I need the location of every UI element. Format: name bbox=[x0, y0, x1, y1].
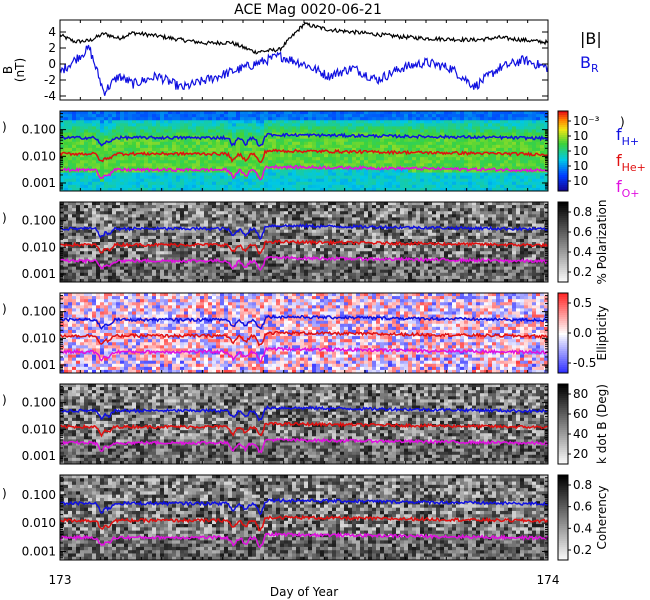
legend-f-o: fO+ bbox=[616, 177, 640, 200]
ytick-ellipticity: 0.001 bbox=[22, 358, 56, 372]
ytick-coherency: 0.100 bbox=[22, 488, 56, 502]
ytick-coherency: 0.001 bbox=[22, 544, 56, 558]
b-field-ytick: 2 bbox=[48, 41, 56, 55]
b-field-ytick: -4 bbox=[44, 89, 56, 103]
colorbar-tick: 10 bbox=[573, 174, 588, 188]
panel-k-dot-b: 0.100 0.010 0.001) 80 60 40 20 k dot B (Deg) bbox=[2, 384, 609, 465]
colorbar-title-k-dot-b: k dot B (Deg) bbox=[595, 384, 609, 464]
colorbar-k-dot-b: 80 60 40 20 k dot B (Deg) bbox=[558, 384, 609, 465]
colorbar-tick: 10 bbox=[573, 159, 588, 173]
legend-f-he: fHe+ bbox=[616, 151, 646, 174]
colorbar-tick: 0.4 bbox=[573, 521, 592, 535]
x-axis-label: Day of Year bbox=[270, 585, 338, 599]
panel-polarization: 0.100 0.010 0.001) 0.8 0.6 0.4 0.2% Polarizati… bbox=[2, 200, 609, 285]
x-tick-173: 173 bbox=[49, 573, 72, 587]
legend-frequency-curves: fH+ fHe+ fO+ ) bbox=[616, 115, 646, 200]
ytick-k-dot-b: 0.010 bbox=[22, 422, 56, 436]
ytick-k-dot-b: 0.001 bbox=[22, 449, 56, 463]
colorbar-tick: 0.2 bbox=[573, 543, 592, 557]
b-field-ylabel-unit: (nT) bbox=[13, 58, 27, 82]
ylabel-fragment: ) bbox=[2, 211, 7, 225]
legend-b-total: |B| bbox=[580, 29, 602, 48]
colorbar-tick: 0.5 bbox=[573, 296, 592, 310]
ylabel-fragment: ) bbox=[2, 393, 7, 407]
colorbar-tick: 60 bbox=[573, 407, 588, 421]
ytick-polarization: 0.010 bbox=[22, 240, 56, 254]
ylabel-fragment: ) bbox=[2, 120, 7, 134]
ylabel-fragment: ) bbox=[2, 302, 7, 316]
colorbar-tick: 40 bbox=[573, 427, 588, 441]
ytick-polarization: 0.001 bbox=[22, 267, 56, 281]
colorbar-polarization: 0.8 0.6 0.4 0.2% Polarization bbox=[558, 200, 609, 285]
ytick-ellipticity: 0.010 bbox=[22, 331, 56, 345]
b-field-ytick: -2 bbox=[44, 73, 56, 87]
ytick-psd: 0.001 bbox=[22, 176, 56, 190]
colorbar-tick: 0.8 bbox=[573, 205, 592, 219]
ytick-ellipticity: 0.100 bbox=[22, 305, 56, 319]
colorbar-tick: -0.5 bbox=[573, 356, 596, 370]
ytick-psd: 0.100 bbox=[22, 123, 56, 137]
colorbar-title-polarization: % Polarization bbox=[595, 200, 609, 285]
colorbar-tick: 10 bbox=[573, 144, 588, 158]
colorbar-title-coherency: Coherency bbox=[595, 485, 609, 549]
b-field-ytick: 4 bbox=[48, 25, 56, 39]
ytick-psd: 0.010 bbox=[22, 149, 56, 163]
colorbar-title-ellipticity: Ellipticity bbox=[595, 306, 609, 361]
colorbar-tick: 0.2 bbox=[573, 265, 592, 279]
colorbar-tick: 0.6 bbox=[573, 500, 592, 514]
panel-b-field: 420-2-4 B (nT) |B| BR bbox=[1, 20, 602, 103]
colorbar-tick: 80 bbox=[573, 387, 588, 401]
chart-title: ACE Mag 0020-06-21 bbox=[234, 2, 382, 18]
ytick-k-dot-b: 0.100 bbox=[22, 396, 56, 410]
ylabel-fragment: ) bbox=[2, 487, 7, 501]
b-field-ytick: 0 bbox=[48, 57, 56, 71]
legend-paren: ) bbox=[620, 115, 625, 129]
colorbar-tick: 0.0 bbox=[573, 326, 592, 340]
colorbar-tick: 10⁻³ bbox=[573, 114, 600, 128]
colorbar-tick: 0.4 bbox=[573, 245, 592, 259]
legend-b-r: BR bbox=[580, 53, 599, 75]
ytick-polarization: 0.100 bbox=[22, 214, 56, 228]
ytick-coherency: 0.010 bbox=[22, 516, 56, 530]
colorbar-tick: 0.8 bbox=[573, 478, 592, 492]
colorbar-tick: 10 bbox=[573, 129, 588, 143]
colorbar-tick: 0.6 bbox=[573, 225, 592, 239]
colorbar-tick: 20 bbox=[573, 447, 588, 461]
x-tick-174: 174 bbox=[537, 573, 560, 587]
